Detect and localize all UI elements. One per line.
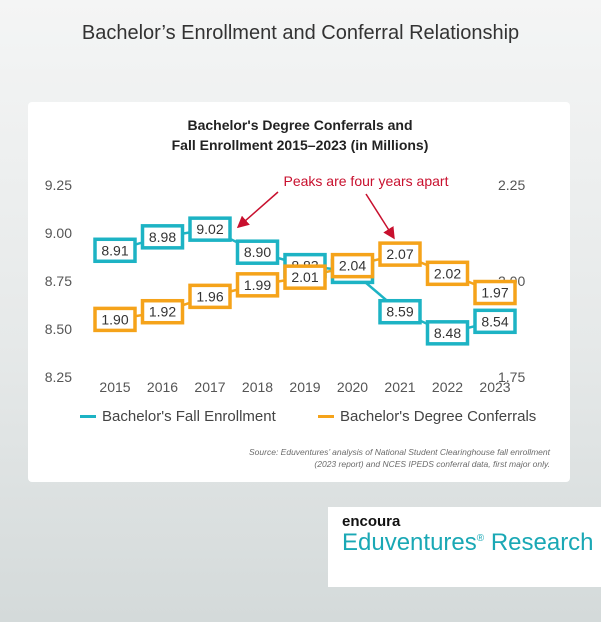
x-tick-label: 2017 xyxy=(194,379,225,395)
x-tick-label: 2020 xyxy=(337,379,368,395)
y-left-tick-label: 8.75 xyxy=(45,273,72,289)
source-note: Source: Eduventures’ analysis of Nationa… xyxy=(130,446,550,470)
data-label-enrollment: 8.48 xyxy=(434,325,461,341)
chart-title-line1: Bachelor's Degree Conferrals and xyxy=(187,117,412,133)
annotation-arrow-2017 xyxy=(238,192,278,227)
data-label-conferrals: 1.90 xyxy=(101,311,128,327)
data-label-enrollment: 9.02 xyxy=(196,221,223,237)
data-label-conferrals: 1.97 xyxy=(481,285,508,301)
data-label-conferrals: 2.02 xyxy=(434,265,461,281)
data-label-conferrals: 1.99 xyxy=(244,277,271,293)
chart-card: Bachelor's Degree Conferrals and Fall En… xyxy=(28,102,570,482)
legend-label-conferrals: Bachelor's Degree Conferrals xyxy=(340,408,536,425)
x-tick-label: 2022 xyxy=(432,379,463,395)
x-tick-label: 2023 xyxy=(479,379,510,395)
data-label-conferrals: 1.96 xyxy=(196,288,223,304)
legend-swatch-conferrals xyxy=(318,415,334,418)
y-left-tick-label: 9.25 xyxy=(45,177,72,193)
y-left-tick-label: 8.25 xyxy=(45,369,72,385)
x-tick-label: 2018 xyxy=(242,379,273,395)
data-label-conferrals: 2.01 xyxy=(291,269,318,285)
data-label-conferrals: 1.92 xyxy=(149,304,176,320)
logo-name-text: Eduventures xyxy=(342,529,477,556)
data-label-enrollment: 8.90 xyxy=(244,244,271,260)
logo-registered-mark: ® xyxy=(477,533,484,544)
x-tick-label: 2016 xyxy=(147,379,178,395)
data-label-conferrals: 2.07 xyxy=(386,246,413,262)
page-title: Bachelor’s Enrollment and Conferral Rela… xyxy=(0,22,601,45)
legend-swatch-enrollment xyxy=(80,415,96,418)
y-right-tick-label: 2.25 xyxy=(498,177,525,193)
x-tick-label: 2021 xyxy=(384,379,415,395)
logo-suffix: Research xyxy=(491,529,594,556)
x-tick-label: 2015 xyxy=(99,379,130,395)
y-left-tick-label: 9.00 xyxy=(45,225,72,241)
data-label-enrollment: 8.91 xyxy=(101,242,128,258)
data-label-enrollment: 8.59 xyxy=(386,304,413,320)
legend-label-enrollment: Bachelor's Fall Enrollment xyxy=(102,408,277,425)
data-label-enrollment: 8.54 xyxy=(481,313,508,329)
annotation-text: Peaks are four years apart xyxy=(284,173,449,189)
logo-name: Eduventures® Research xyxy=(342,529,594,557)
eduventures-logo: encoura Eduventures® Research xyxy=(328,507,601,587)
annotation-arrow-2021 xyxy=(366,194,394,238)
data-label-conferrals: 2.04 xyxy=(339,258,366,274)
x-tick-label: 2019 xyxy=(289,379,320,395)
data-label-enrollment: 8.98 xyxy=(149,229,176,245)
line-chart: Bachelor's Degree Conferrals and Fall En… xyxy=(28,102,570,482)
y-left-tick-label: 8.50 xyxy=(45,321,72,337)
logo-brand: encoura xyxy=(342,513,400,530)
chart-title-line2: Fall Enrollment 2015–2023 (in Millions) xyxy=(172,137,429,153)
source-line1: Source: Eduventures’ analysis of Nationa… xyxy=(130,446,550,458)
source-line2: (2023 report) and NCES IPEDS conferral d… xyxy=(130,458,550,470)
